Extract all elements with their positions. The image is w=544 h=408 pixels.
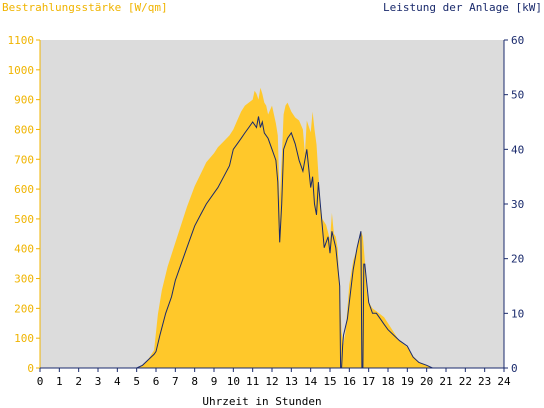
x-tick-label: 24: [497, 375, 511, 388]
x-tick-label: 11: [246, 375, 259, 388]
right-axis-title: Leistung der Anlage [kW]: [383, 1, 542, 14]
x-tick-label: 23: [478, 375, 491, 388]
x-tick-label: 7: [172, 375, 179, 388]
right-tick-label: 50: [511, 89, 524, 102]
x-tick-label: 19: [401, 375, 414, 388]
right-tick-label: 60: [511, 34, 524, 47]
left-tick-label: 600: [14, 183, 34, 196]
left-tick-label: 800: [14, 123, 34, 136]
x-tick-label: 1: [56, 375, 63, 388]
left-axis-title: Bestrahlungsstärke [W/qm]: [2, 1, 168, 14]
x-tick-label: 5: [133, 375, 140, 388]
irradiance-area-layer: [40, 87, 504, 368]
x-tick-label: 8: [191, 375, 198, 388]
x-tick-label: 0: [37, 375, 44, 388]
right-tick-label: 10: [511, 307, 524, 320]
x-tick-label: 3: [95, 375, 102, 388]
left-tick-label: 300: [14, 273, 34, 286]
left-tick-label: 200: [14, 302, 34, 315]
left-tick-label: 700: [14, 153, 34, 166]
left-tick-label: 0: [27, 362, 34, 375]
x-tick-label: 14: [304, 375, 318, 388]
left-tick-label: 100: [14, 332, 34, 345]
left-tick-label: 1100: [8, 34, 35, 47]
x-tick-label: 2: [75, 375, 82, 388]
x-tick-label: 22: [459, 375, 472, 388]
x-tick-label: 4: [114, 375, 121, 388]
x-tick-label: 9: [211, 375, 218, 388]
x-tick-label: 12: [265, 375, 278, 388]
x-tick-label: 13: [285, 375, 298, 388]
left-tick-label: 400: [14, 243, 34, 256]
left-tick-label: 900: [14, 94, 34, 107]
power-line: [40, 116, 504, 369]
right-tick-label: 20: [511, 253, 524, 266]
right-tick-label: 40: [511, 143, 524, 156]
x-tick-label: 17: [362, 375, 375, 388]
left-tick-label: 500: [14, 213, 34, 226]
right-tick-label: 30: [511, 198, 524, 211]
x-tick-label: 16: [343, 375, 356, 388]
irradiance-area: [40, 87, 504, 368]
x-axis-label: Uhrzeit in Stunden: [202, 395, 321, 408]
ticks-layer: 0100200300400500600700800900100011000102…: [8, 34, 525, 388]
x-tick-label: 15: [323, 375, 336, 388]
x-tick-label: 18: [381, 375, 394, 388]
x-tick-label: 20: [420, 375, 433, 388]
right-tick-label: 0: [511, 362, 518, 375]
power-line-layer: [40, 116, 504, 369]
x-tick-label: 21: [439, 375, 452, 388]
left-tick-label: 1000: [8, 64, 35, 77]
x-tick-label: 10: [227, 375, 240, 388]
x-tick-label: 6: [153, 375, 160, 388]
